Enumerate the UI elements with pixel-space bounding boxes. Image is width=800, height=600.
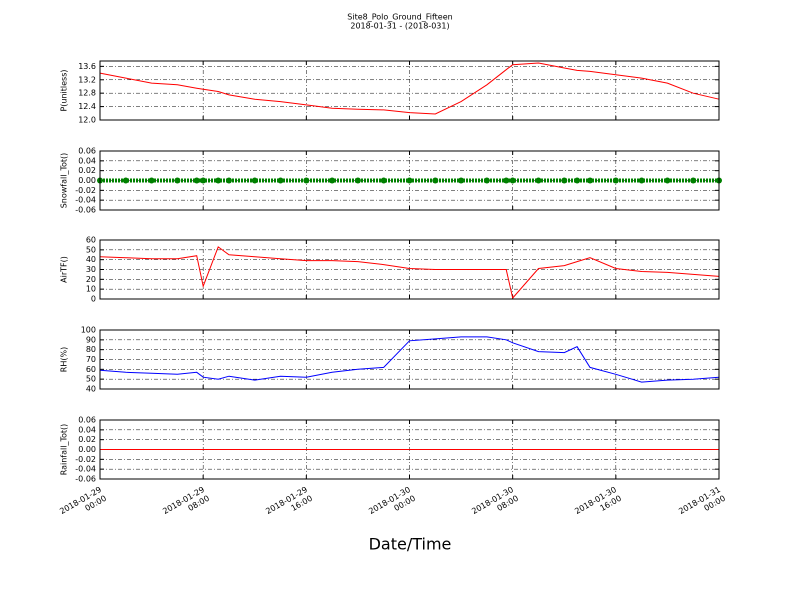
series-line: [99, 246, 720, 300]
y-tick-label: 50: [86, 375, 96, 384]
y-tick-label: 80: [86, 345, 96, 354]
y-tick-label: 0: [91, 295, 96, 304]
y-tick-label: -0.04: [75, 196, 96, 205]
y-tick-label: 0.00: [78, 445, 96, 454]
plot-frame: [99, 329, 720, 390]
y-tick-label: 50: [86, 245, 96, 254]
y-tick-label: 70: [86, 355, 96, 364]
y-tick-label: 13.6: [78, 62, 96, 71]
y-tick-label: 0.04: [78, 156, 96, 165]
y-tick-label: -0.02: [75, 186, 96, 195]
y-tick-label: 0.00: [78, 176, 96, 185]
y-tick-label: 60: [86, 236, 96, 245]
y-axis-label: P(unitless): [60, 69, 69, 111]
y-tick-label: 100: [81, 326, 96, 335]
y-tick-label: 0.04: [78, 425, 96, 434]
y-tick-label: 30: [86, 265, 96, 274]
chart-subtitle: 2018-01-31 - (2018-031): [350, 22, 449, 31]
y-axis-label: Snowfall_Tot(): [60, 153, 69, 209]
series-line: [99, 336, 720, 383]
y-tick-label: 40: [86, 255, 96, 264]
y-tick-label: 90: [86, 335, 96, 344]
y-tick-label: -0.06: [75, 206, 96, 215]
y-tick-label: 60: [86, 365, 96, 374]
plot-frame: [99, 150, 720, 211]
plot-frame: [99, 419, 720, 480]
x-axis-label: Date/Time: [369, 535, 452, 554]
plot-frame: [99, 60, 720, 121]
y-tick-label: 0.02: [78, 435, 96, 444]
y-axis-label: RH(%): [60, 347, 69, 372]
y-axis-label: Rainfall_Tot(): [60, 424, 69, 476]
y-tick-label: 40: [86, 385, 96, 394]
chart-title: Site8_Polo_Ground_Fifteen: [347, 13, 452, 22]
y-tick-label: -0.04: [75, 465, 96, 474]
y-tick-label: 12.4: [78, 102, 96, 111]
y-tick-label: 13.2: [78, 75, 96, 84]
plot-frame: [99, 239, 720, 300]
y-tick-label: 0.06: [78, 147, 96, 156]
y-axis-label: AirTF(): [60, 256, 69, 283]
y-tick-label: -0.06: [75, 475, 96, 484]
y-tick-label: 0.02: [78, 166, 96, 175]
y-tick-label: 20: [86, 275, 96, 284]
y-tick-label: 12.8: [78, 89, 96, 98]
y-tick-label: 10: [86, 285, 96, 294]
y-tick-label: 0.06: [78, 416, 96, 425]
series-line: [99, 62, 720, 115]
y-tick-label: -0.02: [75, 455, 96, 464]
y-tick-label: 12.0: [78, 116, 96, 125]
